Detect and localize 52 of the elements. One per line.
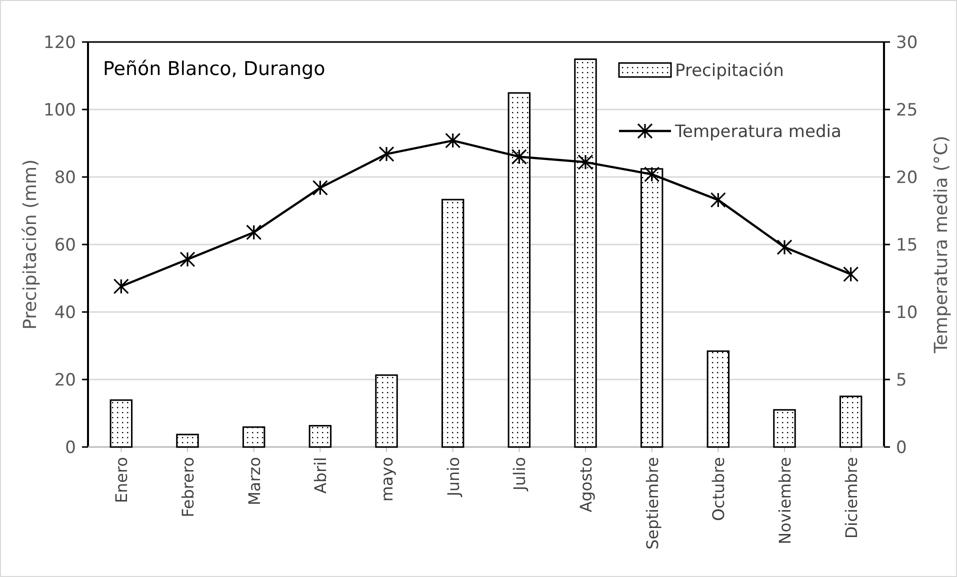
point [312, 180, 328, 196]
x-tick-label: Diciembre [842, 457, 861, 539]
x-tick-label: Junio [444, 457, 463, 498]
x-tick-label: Agosto [576, 457, 596, 512]
x-tick-label: Julio [510, 457, 530, 492]
point [180, 252, 196, 268]
y2-tick-label: 5 [896, 370, 907, 390]
point [378, 146, 394, 162]
x-tick-label: Octubre [709, 457, 728, 522]
y2-tick-label: 15 [896, 235, 918, 256]
point [644, 166, 660, 182]
y-tick-label: 60 [54, 235, 76, 256]
y2-tick-label: 25 [896, 100, 918, 120]
y2-tick-label: 20 [896, 168, 918, 188]
bar [242, 426, 266, 448]
bar [308, 424, 332, 448]
point [843, 266, 859, 282]
y2-axis-title: Temperatura media (°C) [931, 136, 952, 354]
bar [706, 350, 730, 448]
legend-label: Precipitación [675, 60, 784, 81]
point [511, 148, 527, 165]
y-tick-label: 80 [54, 168, 76, 188]
y-tick-label: 40 [54, 302, 76, 323]
bar [375, 374, 398, 448]
point [246, 224, 262, 240]
bar [839, 396, 862, 448]
text: Peñón Blanco, Durango [103, 58, 326, 80]
y2-tick-label: 10 [896, 302, 918, 323]
point [113, 278, 129, 294]
legend-label: Temperatura media [674, 122, 842, 142]
y-tick-label: 120 [44, 32, 76, 53]
y2-tick-label: 0 [896, 438, 907, 458]
point [445, 132, 461, 148]
y-tick-label: 20 [54, 370, 76, 390]
point [578, 154, 594, 170]
x-tick-label: Febrero [178, 457, 198, 518]
y2-tick-label: 30 [896, 32, 918, 53]
x-tick-label: Septiembre [642, 457, 662, 550]
bar [441, 198, 464, 448]
point [710, 192, 726, 208]
point [776, 239, 792, 255]
x-tick-label: Abril [311, 457, 330, 494]
y-axis-title: Precipitación (mm) [20, 159, 41, 330]
x-tick-label: mayo [378, 457, 396, 502]
x-tick-label: Marzo [244, 457, 264, 506]
x-tick-label: Enero [112, 457, 132, 504]
y-tick-label: 0 [65, 438, 76, 458]
bar [176, 434, 199, 448]
x-tick-label: Noviembre [776, 457, 794, 544]
bar [773, 409, 796, 448]
bar [110, 399, 133, 448]
y-tick-label: 100 [44, 100, 76, 120]
